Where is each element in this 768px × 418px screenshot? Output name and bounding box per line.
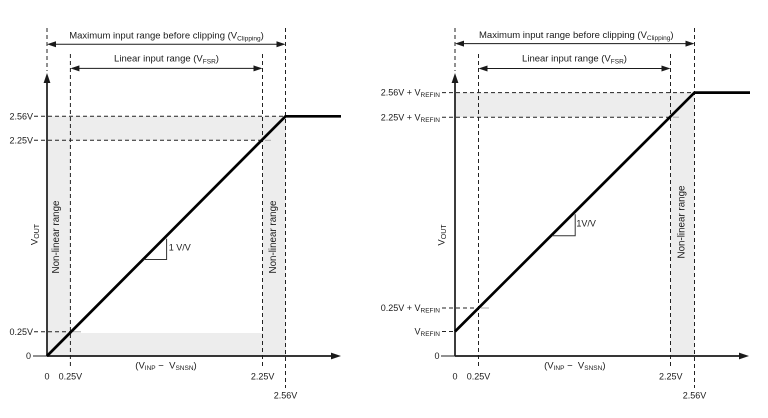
svg-text:1 V/V: 1 V/V bbox=[169, 242, 191, 252]
svg-text:Linear input range (VFSR): Linear input range (VFSR) bbox=[522, 54, 627, 66]
svg-text:2.25V: 2.25V bbox=[659, 372, 683, 382]
svg-text:2.25V: 2.25V bbox=[9, 135, 33, 145]
svg-text:2.56V: 2.56V bbox=[683, 391, 707, 401]
svg-text:0.25V + VREFIN: 0.25V + VREFIN bbox=[381, 303, 441, 315]
svg-text:VOUT: VOUT bbox=[437, 224, 449, 246]
svg-text:2.25V: 2.25V bbox=[251, 372, 275, 382]
svg-text:Maximum input range before cli: Maximum input range before clipping (VCl… bbox=[69, 31, 264, 43]
svg-text:0.25V: 0.25V bbox=[467, 372, 491, 382]
svg-text:0.25V: 0.25V bbox=[59, 372, 83, 382]
svg-text:0: 0 bbox=[44, 372, 49, 382]
svg-text:2.56V + VREFIN: 2.56V + VREFIN bbox=[381, 88, 441, 100]
svg-text:(VINP − VSNSN): (VINP − VSNSN) bbox=[135, 360, 196, 372]
svg-text:(VINP − VSNSN): (VINP − VSNSN) bbox=[544, 360, 605, 372]
svg-text:2.25V + VREFIN: 2.25V + VREFIN bbox=[381, 112, 441, 124]
svg-text:Linear input range (VFSR): Linear input range (VFSR) bbox=[114, 54, 219, 66]
svg-text:VOUT: VOUT bbox=[30, 223, 42, 245]
svg-text:0: 0 bbox=[452, 372, 457, 382]
svg-text:2.56V: 2.56V bbox=[9, 111, 33, 121]
svg-text:0: 0 bbox=[26, 351, 31, 361]
svg-text:Maximum input range before cli: Maximum input range before clipping (VCl… bbox=[479, 30, 674, 42]
svg-text:Non-linear range: Non-linear range bbox=[268, 200, 279, 274]
svg-text:0.25V: 0.25V bbox=[9, 327, 33, 337]
svg-text:0: 0 bbox=[434, 351, 439, 361]
svg-text:Non-linear range: Non-linear range bbox=[51, 200, 62, 274]
svg-text:VREFIN: VREFIN bbox=[414, 327, 440, 339]
svg-text:2.56V: 2.56V bbox=[274, 391, 298, 401]
svg-text:Non-linear range: Non-linear range bbox=[677, 185, 688, 259]
svg-text:1V/V: 1V/V bbox=[576, 218, 596, 228]
